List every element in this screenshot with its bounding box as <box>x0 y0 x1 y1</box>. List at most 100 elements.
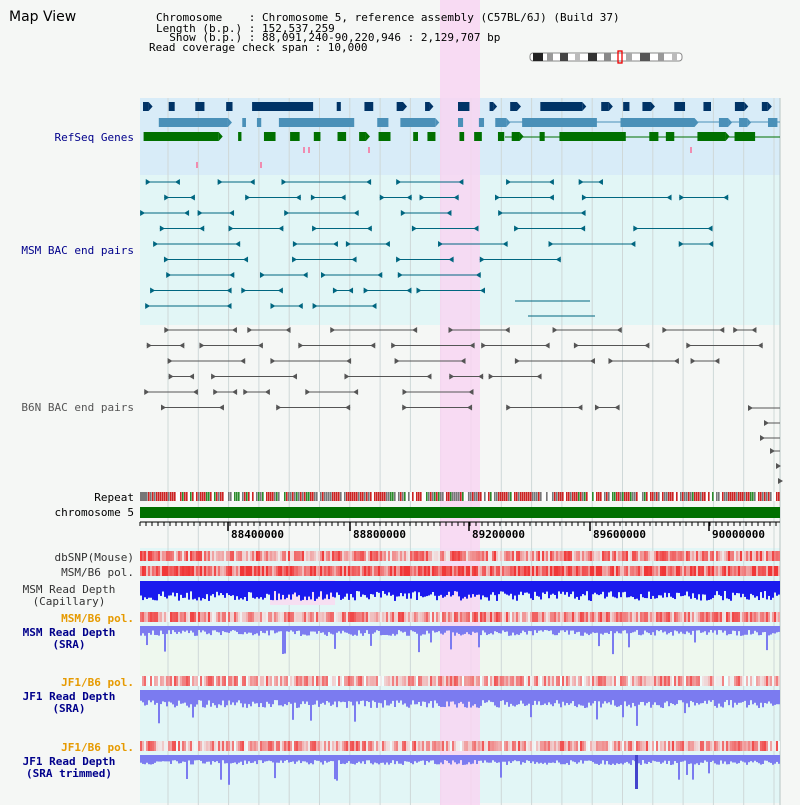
jf1-trim-depth-bar <box>270 755 272 762</box>
msm-pol-cell <box>258 612 260 622</box>
repeat-element <box>140 492 146 501</box>
jf1-pol-cell <box>412 741 414 751</box>
jf1-pol-cell <box>680 741 682 751</box>
dbsnp-cell <box>556 551 558 561</box>
dbsnp-cell <box>616 551 618 561</box>
msm-pol-cell <box>682 612 684 622</box>
msm-pol-cell <box>284 566 286 576</box>
bac-end-marker <box>764 420 769 426</box>
msm-pol-cell <box>440 612 442 622</box>
msm-capillary-depth-bar <box>368 581 370 600</box>
dbsnp-cell <box>218 551 220 561</box>
jf1-pol-cell <box>206 676 208 686</box>
msm-pol-cell <box>748 566 750 576</box>
msm-capillary-depth-bar <box>758 581 760 601</box>
dbsnp-cell <box>642 551 644 561</box>
msm-pol-cell <box>324 566 326 576</box>
msm-pol-cell <box>330 612 332 622</box>
dbsnp-cell <box>670 551 672 561</box>
jf1-pol-cell <box>664 741 666 751</box>
msm-pol-cell <box>182 612 184 622</box>
track-label-b6n-bac[interactable]: B6N BAC end pairs <box>21 401 134 414</box>
msm-sra-depth-bar <box>178 626 180 632</box>
gene-marker <box>260 162 262 168</box>
msm-pol-cell <box>750 612 752 622</box>
jf1-pol-cell <box>306 676 308 686</box>
msm-sra-depth-bar <box>770 626 772 635</box>
jf1-pol-cell <box>752 741 754 751</box>
gene-block <box>396 102 404 111</box>
msm-pol-cell <box>480 612 482 622</box>
dbsnp-cell <box>676 551 678 561</box>
msm-pol-cell <box>278 612 280 622</box>
jf1-pol-cell <box>686 676 688 686</box>
msm-capillary-depth-bar <box>422 581 424 598</box>
jf1-pol-cell <box>316 676 318 686</box>
dbsnp-cell <box>476 551 478 561</box>
jf1-pol-cell <box>290 741 292 751</box>
jf1-pol-cell <box>314 741 316 751</box>
bac-end-marker <box>332 287 338 294</box>
jf1-sra-depth-bar <box>338 690 340 702</box>
jf1-pol-cell <box>144 741 146 751</box>
dbsnp-cell <box>660 551 662 561</box>
jf1-pol-cell <box>640 676 642 686</box>
dbsnp-cell <box>648 551 650 561</box>
msm-pol-cell <box>708 566 710 576</box>
dbsnp-cell <box>560 551 562 561</box>
msm-sra-depth-bar <box>186 626 188 631</box>
msm-capillary-depth-bar <box>192 581 194 600</box>
dbsnp-cell <box>534 551 536 561</box>
msm-sra-depth-bar <box>764 626 766 633</box>
jf1-trim-depth-bar <box>234 755 236 763</box>
msm-pol-cell <box>328 612 330 622</box>
msm-sra-depth-bar <box>184 626 186 632</box>
msm-capillary-depth-bar <box>298 581 300 596</box>
jf1-trim-depth-bar <box>654 755 656 762</box>
jf1-trim-depth-bar <box>532 755 534 762</box>
msm-sra-depth-bar <box>218 626 220 633</box>
msm-capillary-depth-bar <box>236 581 238 597</box>
jf1-pol-cell <box>738 676 740 686</box>
gene-block <box>238 132 242 141</box>
jf1-pol-cell <box>298 741 300 751</box>
gene-block <box>474 132 482 141</box>
repeat-element <box>244 492 246 501</box>
jf1-pol-cell <box>274 676 276 686</box>
jf1-sra-depth-bar <box>740 690 742 703</box>
jf1-pol-cell <box>318 741 320 751</box>
jf1-trim-depth-bar <box>284 755 286 761</box>
repeat-element <box>566 492 568 501</box>
jf1-trim-depth-bar <box>512 755 514 762</box>
msm-pol-cell <box>194 566 196 576</box>
msm-capillary-depth-bar <box>476 581 478 595</box>
msm-pol-cell <box>650 612 652 622</box>
jf1-pol-cell <box>300 741 302 751</box>
jf1-trim-depth-bar <box>578 755 580 763</box>
repeat-element <box>526 492 528 501</box>
track-label-refseq[interactable]: RefSeq Genes <box>54 131 134 144</box>
jf1-pol-cell <box>276 676 278 686</box>
gene-arrow <box>694 118 699 127</box>
msm-pol-cell <box>166 612 168 622</box>
msm-pol-cell <box>666 612 668 622</box>
msm-capillary-depth-bar <box>338 581 340 595</box>
repeat-element <box>630 492 632 501</box>
msm-pol-cell <box>378 612 380 622</box>
repeat-element <box>148 492 150 501</box>
msm-sra-depth-bar <box>478 626 480 648</box>
jf1-pol-cell <box>672 676 674 686</box>
msm-pol-cell <box>152 566 154 576</box>
msm-pol-cell <box>232 566 234 576</box>
jf1-pol-cell <box>656 676 658 686</box>
track-label-msm-bac[interactable]: MSM BAC end pairs <box>21 244 134 257</box>
jf1-sra-depth-bar <box>772 690 774 706</box>
msm-pol-cell <box>264 612 266 622</box>
msm-pol-cell <box>402 566 404 576</box>
jf1-trim-depth-bar <box>540 755 542 763</box>
jf1-trim-depth-bar <box>300 755 302 764</box>
repeat-element <box>170 492 172 501</box>
repeat-element <box>166 492 168 501</box>
dbsnp-cell <box>758 551 760 561</box>
